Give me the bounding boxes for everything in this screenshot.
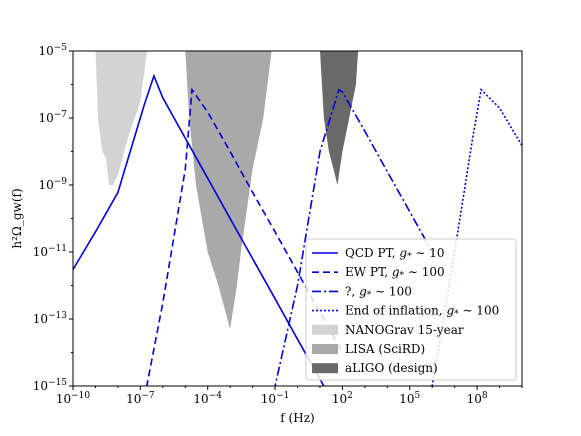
series-line-0 (73, 73, 325, 386)
legend-swatch-0 (312, 324, 338, 335)
series-line-2 (274, 88, 433, 386)
y-tick-label-4: 10−7 (38, 110, 67, 125)
legend-swatch-1 (312, 344, 338, 354)
legend-label-3: End of inflation, g* ∼ 100 (345, 304, 499, 320)
x-tick-label-2: 10−4 (193, 391, 222, 406)
legend-label-2: ?, g* ∼ 100 (345, 284, 412, 300)
legend-region-label-0: NANOGrav 15-year (345, 323, 464, 337)
region-0 (95, 51, 148, 185)
legend-label-1: EW PT, g* ∼ 100 (345, 265, 445, 281)
legend-region-label-2: aLIGO (design) (345, 361, 438, 375)
y-tick-label-0: 10−15 (33, 378, 68, 393)
y-tick-label-3: 10−9 (38, 177, 67, 192)
series-layer (73, 73, 522, 386)
legend: QCD PT, g* ∼ 10 EW PT, g* ∼ 100 ?, g* ∼ 10… (305, 238, 517, 381)
x-tick-label-5: 105 (399, 391, 420, 406)
x-axis-label: f (Hz) (280, 411, 314, 425)
legend-box (305, 238, 517, 381)
region-1 (185, 51, 272, 330)
legend-region-label-1: LISA (SciRD) (345, 342, 425, 356)
x-tick-label-0: 10−10 (56, 391, 91, 406)
legend-label-0: QCD PT, g* ∼ 10 (345, 246, 445, 262)
y-axis-label: h²Ω_gw(f) (10, 188, 24, 248)
x-tick-label-3: 10−1 (261, 391, 290, 406)
legend-swatch-2 (312, 363, 338, 374)
region-2 (320, 51, 359, 185)
y-tick-label-5: 10−5 (38, 43, 67, 58)
labels-layer: 10−10 10−7 10−4 10−1 102 105 108 10−15 10−13 10−1… (10, 43, 488, 425)
y-tick-label-2: 10−11 (33, 244, 67, 259)
ticks-layer (69, 50, 523, 390)
regions-layer (95, 51, 359, 330)
y-tick-label-1: 10−13 (33, 311, 68, 326)
x-tick-label-4: 102 (332, 391, 353, 406)
x-tick-label-6: 108 (467, 391, 488, 406)
series-line-1 (145, 87, 344, 386)
series-line-3 (431, 88, 522, 386)
x-tick-label-1: 10−7 (126, 391, 155, 406)
